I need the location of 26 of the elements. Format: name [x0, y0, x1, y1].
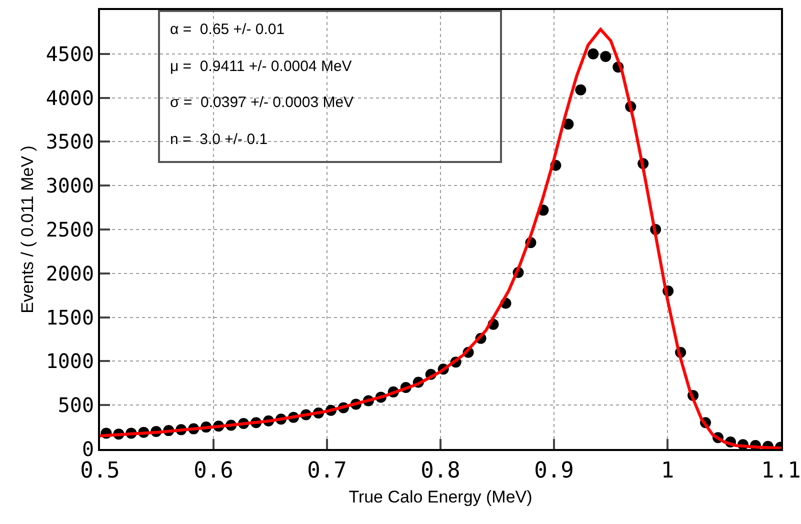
x-tick-label: 0.5 [80, 458, 120, 484]
y-tick-label: 1000 [46, 349, 94, 374]
point [588, 48, 599, 60]
x-tick-label: 1.1 [761, 458, 801, 484]
x-tick-label: 0.8 [420, 458, 460, 484]
x-tick-label: 0.7 [307, 458, 347, 484]
point [575, 84, 586, 96]
annotation: α = 0.65 +/- 0.01 [170, 21, 285, 38]
annotation: μ = 0.9411 +/- 0.0004 MeV [170, 58, 352, 75]
y-tick-label: 4500 [46, 42, 94, 66]
y-tick-label: 3000 [46, 174, 94, 198]
y-tick-label: 1500 [46, 305, 94, 330]
y-tick-label: 4000 [46, 86, 94, 110]
x-tick-label: 0.9 [534, 458, 574, 484]
point [600, 51, 612, 62]
y-tick-label: 500 [58, 393, 94, 418]
y-tick-label: 0 [82, 437, 94, 461]
y-tick-label: 2500 [46, 218, 94, 242]
y-tick-label: 2000 [46, 261, 94, 286]
y-axis-title: Events / ( 0.011 MeV ) [18, 146, 37, 314]
annotation: n = 3.0 +/- 0.1 [170, 131, 268, 148]
x-tick-label: 0.6 [194, 458, 234, 484]
x-axis-title: True Calo Energy (MeV) [348, 487, 532, 506]
x-tick-label: 1 [660, 458, 674, 484]
annotation: σ = 0.0397 +/- 0.0003 MeV [170, 94, 354, 111]
y-tick-label: 3500 [46, 130, 94, 154]
